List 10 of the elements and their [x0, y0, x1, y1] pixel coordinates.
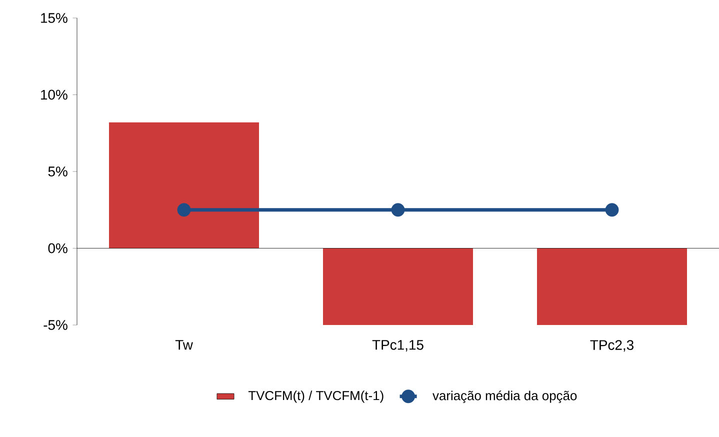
legend-label: variação média da opção: [432, 390, 577, 403]
x-tick-label: TPc2,3: [590, 340, 634, 352]
y-tick-label: 15%: [41, 13, 68, 23]
x-tick-label: Tw: [175, 340, 193, 350]
y-tick-label: -5%: [44, 320, 68, 330]
y-tick-label: 5%: [48, 166, 68, 176]
legend-label: TVCFM(t) / TVCFM(t-1): [248, 390, 384, 403]
x-tick-label: TPc1,15: [372, 340, 424, 352]
y-tick-label: 0%: [48, 243, 68, 254]
y-tick-label: 10%: [41, 90, 68, 100]
